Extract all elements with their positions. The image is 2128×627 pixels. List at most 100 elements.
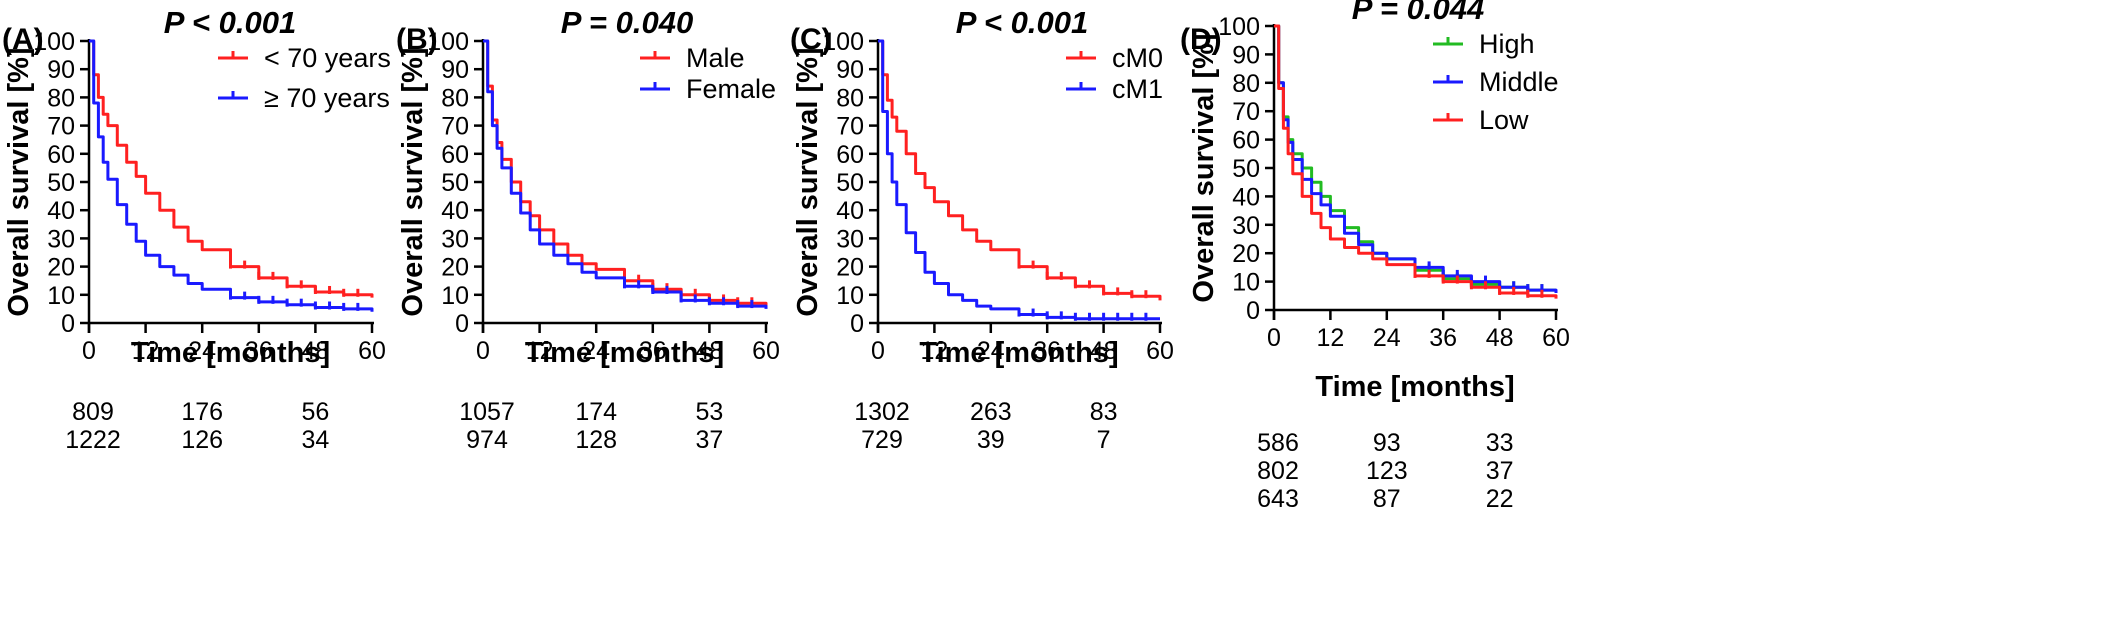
panel-label: (B): [396, 23, 438, 56]
x-tick-label: 36: [1429, 324, 1457, 352]
x-axis-title: Time [months]: [131, 337, 330, 369]
x-tick-label: 36: [245, 337, 273, 365]
x-tick-label: 24: [582, 337, 610, 365]
legend-label: cM0: [1112, 43, 1163, 73]
p-value: P = 0.040: [561, 5, 693, 40]
risk-count: 22: [1486, 485, 1514, 513]
p-value: P = 0.044: [1352, 0, 1484, 26]
y-tick-label: 80: [47, 84, 75, 112]
y-tick-label: 90: [47, 56, 75, 84]
y-tick-label: 50: [47, 169, 75, 197]
x-tick-label: 12: [132, 337, 160, 365]
x-axis-title: Time [months]: [525, 337, 724, 369]
km-curve-1: [1274, 24, 1556, 292]
risk-count: 176: [181, 398, 223, 426]
y-tick-label: 10: [441, 282, 469, 310]
risk-count: 37: [1486, 457, 1514, 485]
y-tick-label: 30: [441, 225, 469, 253]
p-value: P < 0.001: [164, 5, 296, 40]
x-tick-label: 24: [977, 337, 1005, 365]
y-tick-label: 30: [47, 225, 75, 253]
risk-count: 1302: [854, 398, 910, 426]
y-tick-label: 100: [33, 28, 75, 56]
x-tick-label: 24: [188, 337, 216, 365]
risk-count: 87: [1373, 485, 1401, 513]
y-tick-label: 40: [441, 197, 469, 225]
y-tick-label: 50: [836, 169, 864, 197]
y-tick-label: 20: [1232, 240, 1260, 268]
y-axis-title: Overall survival [%]: [397, 47, 429, 316]
risk-count: 1222: [65, 426, 121, 454]
risk-count: 174: [575, 398, 617, 426]
x-axis-title: Time [months]: [919, 337, 1118, 369]
y-tick-label: 20: [441, 254, 469, 282]
risk-count: 7: [1097, 426, 1111, 454]
risk-count: 128: [575, 426, 617, 454]
y-axis-title: Overall survival [%]: [3, 47, 35, 316]
panel-label: (D): [1180, 23, 1222, 56]
x-tick-label: 48: [301, 337, 329, 365]
x-tick-label: 24: [1373, 324, 1401, 352]
x-tick-label: 60: [752, 337, 780, 365]
risk-count: 83: [1090, 398, 1118, 426]
risk-count: 93: [1373, 429, 1401, 457]
y-tick-label: 60: [1232, 127, 1260, 155]
risk-count: 123: [1366, 457, 1408, 485]
risk-count: 33: [1486, 429, 1514, 457]
panel-label: (A): [2, 23, 44, 56]
y-tick-label: 40: [47, 197, 75, 225]
y-tick-label: 20: [47, 254, 75, 282]
risk-count: 643: [1257, 485, 1299, 513]
y-tick-label: 70: [441, 113, 469, 141]
x-axis-title: Time [months]: [1315, 371, 1514, 403]
y-tick-label: 60: [441, 141, 469, 169]
panel-label: (C): [790, 23, 832, 56]
x-tick-label: 0: [82, 337, 96, 365]
y-tick-label: 70: [47, 113, 75, 141]
x-tick-label: 12: [1316, 324, 1344, 352]
risk-count: 34: [301, 426, 329, 454]
y-tick-label: 70: [1232, 98, 1260, 126]
y-tick-label: 100: [1218, 13, 1260, 41]
risk-count: 263: [970, 398, 1012, 426]
risk-count: 586: [1257, 429, 1299, 457]
x-tick-label: 48: [1090, 337, 1118, 365]
x-tick-label: 12: [526, 337, 554, 365]
x-tick-label: 0: [476, 337, 490, 365]
x-tick-label: 48: [695, 337, 723, 365]
risk-count: 53: [695, 398, 723, 426]
x-tick-label: 36: [1033, 337, 1061, 365]
legend-label: Low: [1479, 105, 1529, 135]
y-tick-label: 80: [441, 84, 469, 112]
legend-label: Female: [686, 74, 776, 104]
risk-count: 1057: [459, 398, 515, 426]
y-tick-label: 0: [61, 310, 75, 338]
y-tick-label: 60: [836, 141, 864, 169]
km-curve-1: [89, 39, 374, 298]
y-tick-label: 80: [1232, 70, 1260, 98]
y-tick-label: 30: [836, 225, 864, 253]
legend-label: < 70 years: [264, 43, 391, 73]
y-tick-label: 100: [822, 28, 864, 56]
y-tick-label: 40: [1232, 183, 1260, 211]
x-tick-label: 60: [358, 337, 386, 365]
y-tick-label: 60: [47, 141, 75, 169]
legend-label: High: [1479, 29, 1535, 59]
y-tick-label: 40: [836, 197, 864, 225]
x-tick-label: 36: [639, 337, 667, 365]
y-tick-label: 0: [850, 310, 864, 338]
y-tick-label: 10: [836, 282, 864, 310]
y-tick-label: 50: [1232, 155, 1260, 183]
legend-label: Middle: [1479, 67, 1559, 97]
y-tick-label: 100: [427, 28, 469, 56]
risk-count: 974: [466, 426, 508, 454]
risk-count: 802: [1257, 457, 1299, 485]
y-tick-label: 90: [1232, 41, 1260, 69]
y-tick-label: 80: [836, 84, 864, 112]
risk-count: 39: [977, 426, 1005, 454]
y-tick-label: 30: [1232, 212, 1260, 240]
